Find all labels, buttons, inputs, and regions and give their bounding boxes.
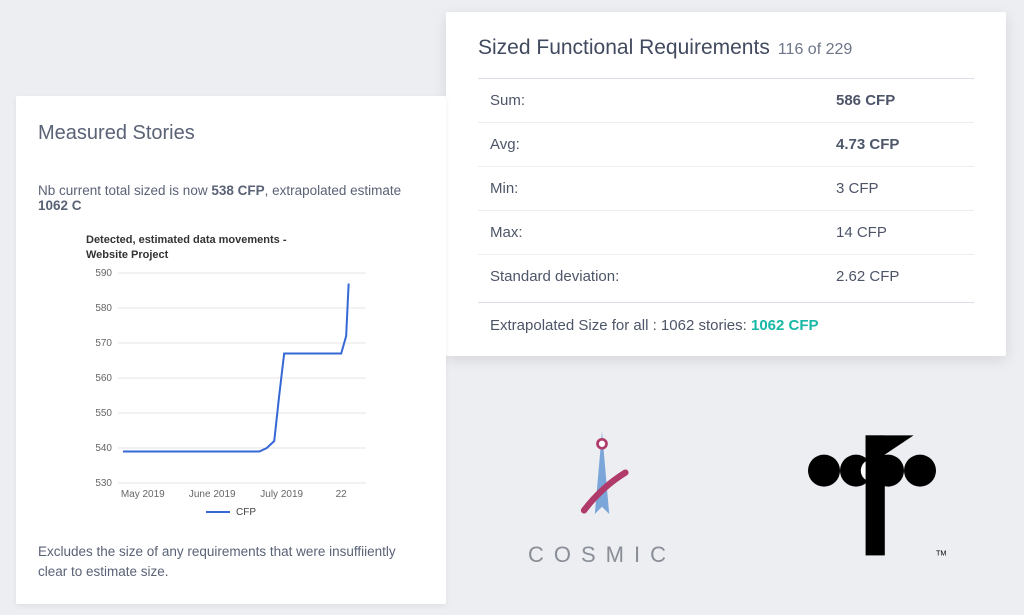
cosmic-wordmark: COSMIC — [528, 542, 676, 568]
stat-value: 3 CFP — [824, 167, 974, 211]
sized-requirements-card: Sized Functional Requirements 116 of 229… — [446, 12, 1006, 356]
ifpug-logo-icon: TM — [792, 418, 952, 568]
stat-value: 2.62 CFP — [824, 255, 974, 299]
stat-label: Max: — [478, 211, 824, 255]
svg-text:570: 570 — [95, 338, 112, 349]
table-row: Sum:586 CFP — [478, 79, 974, 123]
extrapolated-row: Extrapolated Size for all : 1062 stories… — [478, 302, 974, 334]
svg-text:560: 560 — [95, 373, 112, 384]
cosmic-logo: COSMIC — [528, 423, 676, 568]
ifpug-logo: TM — [792, 418, 952, 573]
stat-label: Standard deviation: — [478, 255, 824, 299]
table-row: Avg:4.73 CFP — [478, 123, 974, 167]
svg-text:July 2019: July 2019 — [260, 489, 303, 500]
cosmic-logo-icon — [557, 423, 647, 533]
line-chart: 530 540 550 560 570 580 590 May 2019 June 2019 Ju… — [86, 269, 370, 503]
stat-value: 4.73 CFP — [824, 123, 974, 167]
svg-text:590: 590 — [95, 269, 112, 279]
measured-stories-title: Measured Stories — [38, 122, 424, 145]
chart-container: Detected, estimated data movements - Web… — [38, 233, 424, 518]
stat-value: 586 CFP — [824, 79, 974, 123]
svg-text:22: 22 — [336, 489, 348, 500]
svg-text:TM: TM — [936, 548, 946, 557]
stats-table: Sum:586 CFPAvg:4.73 CFPMin:3 CFPMax:14 C… — [478, 79, 974, 298]
stat-value: 14 CFP — [824, 211, 974, 255]
logos-area: COSMIC TM — [470, 400, 1010, 590]
svg-text:580: 580 — [95, 303, 112, 314]
svg-text:530: 530 — [95, 478, 112, 489]
legend-swatch — [206, 511, 230, 513]
extrapolated-value: 1062 CFP — [751, 317, 819, 334]
stat-label: Min: — [478, 167, 824, 211]
svg-text:540: 540 — [95, 443, 112, 454]
stat-label: Sum: — [478, 79, 824, 123]
measured-stories-subtitle: Nb current total sized is now 538 CFP, e… — [38, 183, 424, 213]
table-row: Min:3 CFP — [478, 167, 974, 211]
stat-label: Avg: — [478, 123, 824, 167]
legend-label: CFP — [236, 507, 256, 518]
table-row: Standard deviation:2.62 CFP — [478, 255, 974, 299]
svg-text:May 2019: May 2019 — [121, 489, 165, 500]
sized-requirements-header: Sized Functional Requirements 116 of 229 — [478, 36, 974, 79]
svg-text:550: 550 — [95, 408, 112, 419]
measured-stories-card: Measured Stories Nb current total sized … — [16, 96, 446, 604]
extrapolated-prefix: Extrapolated Size for all : 1062 stories… — [490, 317, 751, 334]
table-row: Max:14 CFP — [478, 211, 974, 255]
svg-text:June 2019: June 2019 — [189, 489, 236, 500]
chart-title: Detected, estimated data movements - Web… — [86, 233, 376, 263]
sized-requirements-count: 116 of 229 — [778, 41, 852, 59]
measured-stories-footer: Excludes the size of any requirements th… — [38, 542, 424, 583]
chart-legend: CFP — [86, 507, 376, 518]
sized-requirements-title: Sized Functional Requirements — [478, 36, 770, 60]
